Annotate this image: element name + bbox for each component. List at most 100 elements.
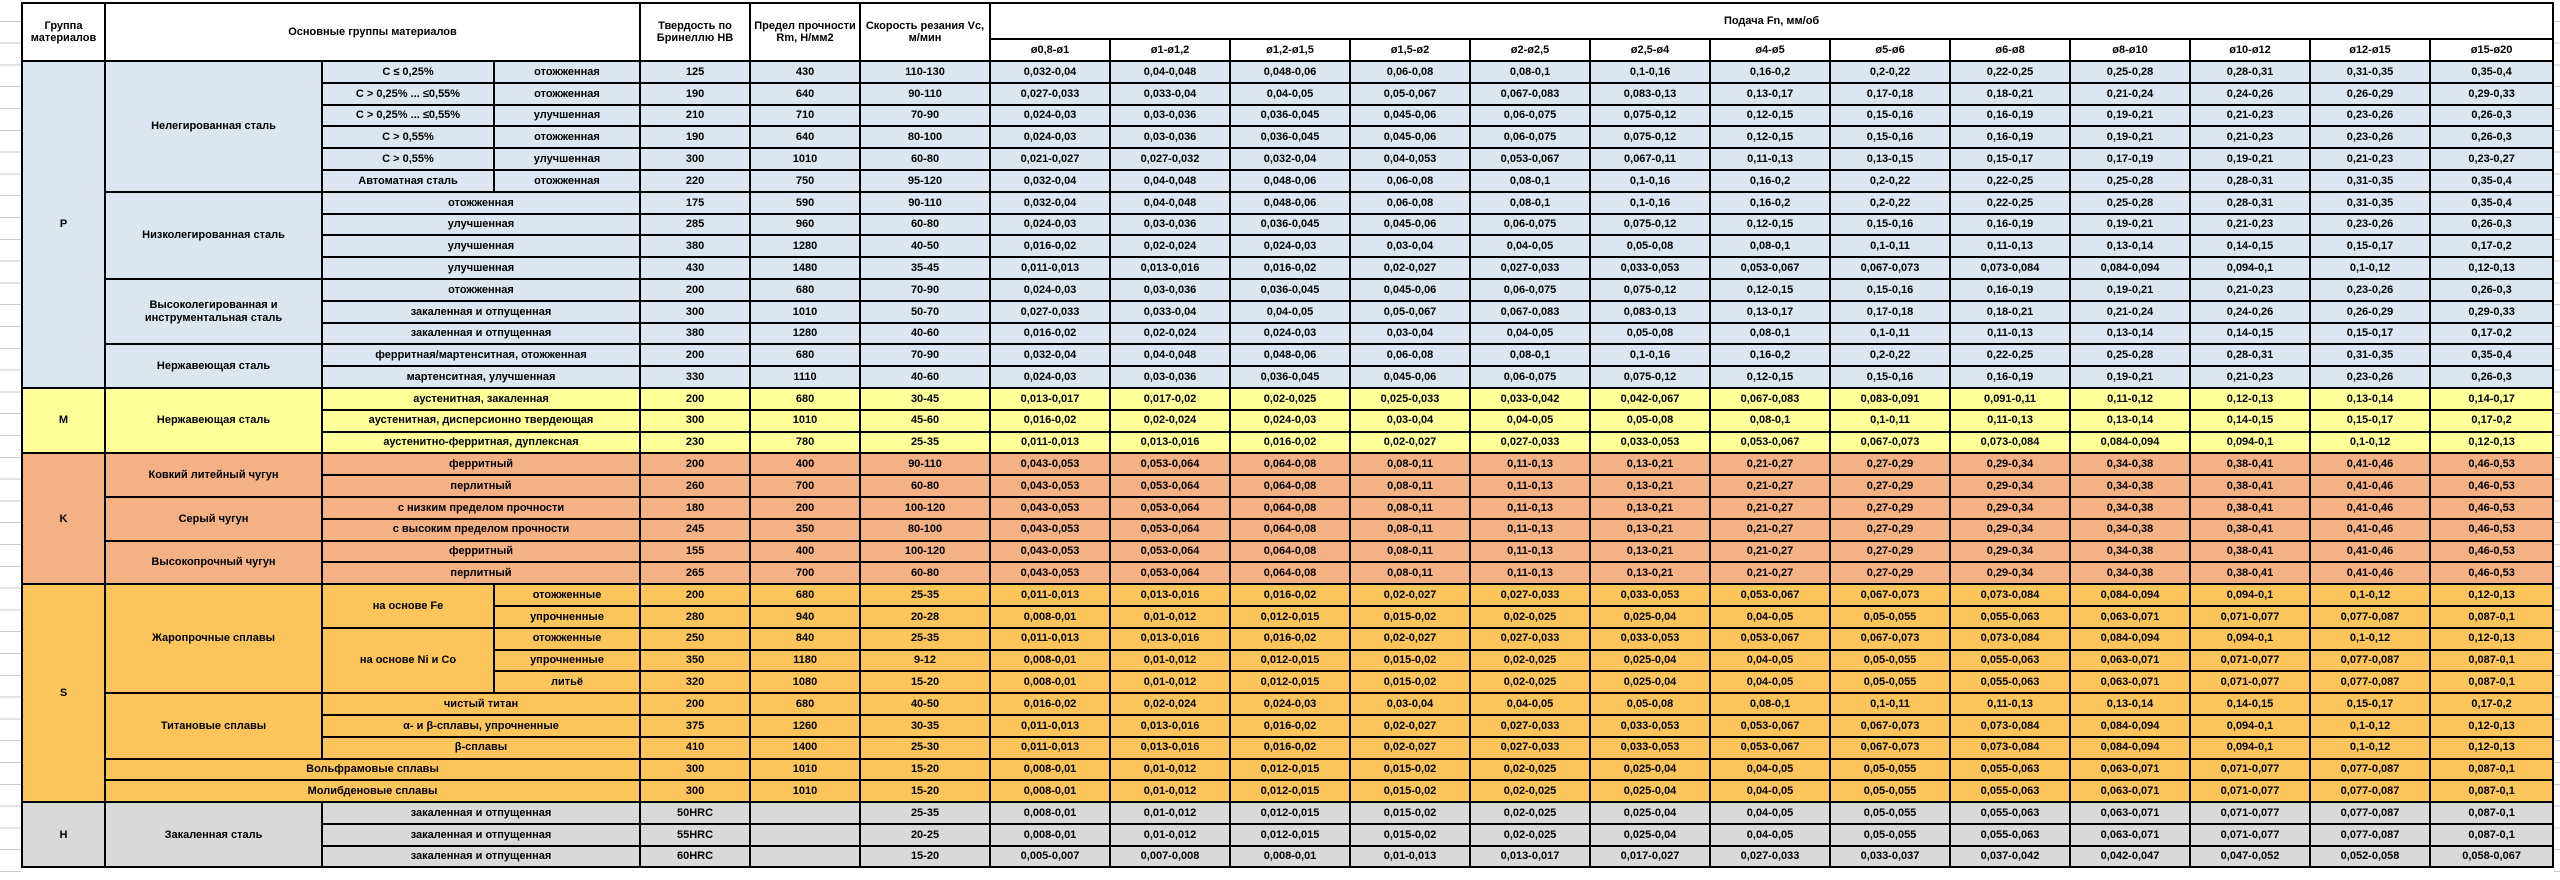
feed-cell: 0,08-0,1 bbox=[1709, 408, 1832, 433]
feed-cell: 0,011-0,013 bbox=[989, 735, 1112, 760]
feed-cell: 0,1-0,16 bbox=[1589, 168, 1712, 193]
feed-cell: 0,053-0,067 bbox=[1709, 430, 1832, 455]
feed-cell: 0,073-0,084 bbox=[1949, 430, 2072, 455]
feed-cell: 0,2-0,22 bbox=[1829, 168, 1952, 193]
feed-cell: 0,11-0,13 bbox=[1709, 147, 1832, 171]
feed-cell: 0,1-0,12 bbox=[2309, 583, 2432, 607]
feed-cell: 0,06-0,08 bbox=[1349, 168, 1472, 193]
feed-cell: 0,28-0,31 bbox=[2189, 190, 2312, 215]
speed-cell: 30-45 bbox=[859, 386, 992, 411]
feed-cell: 0,017-0,02 bbox=[1109, 386, 1232, 411]
feed-cell: 0,012-0,015 bbox=[1229, 822, 1352, 847]
feed-cell: 0,033-0,053 bbox=[1589, 735, 1712, 760]
table-row: аустенитно-ферритная, дуплексная 230 780 25… bbox=[22, 430, 2555, 455]
feed-cell: 0,28-0,31 bbox=[2189, 343, 2312, 368]
feed-cell: 0,02-0,025 bbox=[1469, 648, 1592, 673]
speed-cell: 60-80 bbox=[859, 147, 992, 171]
feed-cell: 0,26-0,3 bbox=[2429, 103, 2555, 128]
feed-cell: 0,075-0,12 bbox=[1589, 125, 1712, 150]
feed-cell: 0,073-0,084 bbox=[1949, 626, 2072, 651]
feed-cell: 0,087-0,1 bbox=[2429, 779, 2555, 804]
feed-cell: 0,11-0,13 bbox=[1469, 452, 1592, 477]
feed-cell: 0,04-0,053 bbox=[1349, 147, 1472, 171]
hardness-cell: 330 bbox=[639, 365, 752, 389]
strength-cell: 1010 bbox=[749, 147, 862, 171]
feed-cell: 0,063-0,071 bbox=[2069, 822, 2192, 847]
feed-cell: 0,46-0,53 bbox=[2429, 452, 2555, 477]
feed-cell: 0,055-0,063 bbox=[1949, 801, 2072, 825]
feed-cell: 0,036-0,045 bbox=[1229, 125, 1352, 150]
feed-cell: 0,38-0,41 bbox=[2189, 474, 2312, 498]
feed-cell: 0,01-0,012 bbox=[1109, 670, 1232, 695]
feed-cell: 0,055-0,063 bbox=[1949, 779, 2072, 804]
feed-cell: 0,08-0,11 bbox=[1349, 452, 1472, 477]
feed-cell: 0,077-0,087 bbox=[2309, 604, 2432, 629]
feed-cell: 0,04-0,05 bbox=[1469, 692, 1592, 716]
feed-cell: 0,11-0,13 bbox=[1469, 517, 1592, 542]
feed-cell: 0,03-0,036 bbox=[1109, 125, 1232, 150]
diameter-header-row: ø0,8-ø1 ø1-ø1,2 ø1,2-ø1,5 ø1,5-ø2 ø2-ø2,5 ø2,… bbox=[22, 38, 2555, 62]
strength-cell: 680 bbox=[749, 386, 862, 411]
feed-cell: 0,29-0,33 bbox=[2429, 81, 2555, 106]
feed-cell: 0,04-0,048 bbox=[1109, 60, 1232, 84]
feed-cell: 0,17-0,2 bbox=[2429, 408, 2555, 433]
table-row: аустенитная, дисперсионно твердеющая 300 1… bbox=[22, 408, 2555, 433]
hardness-cell: 175 bbox=[639, 190, 752, 215]
table-row: мартенситная, улучшенная 330 1110 40-60 0,02… bbox=[22, 365, 2555, 389]
feed-cell: 0,083-0,091 bbox=[1829, 386, 1952, 411]
feed-cell: 0,084-0,094 bbox=[2069, 256, 2192, 280]
feed-cell: 0,016-0,02 bbox=[989, 321, 1112, 346]
condition-b: отожженные bbox=[492, 583, 642, 607]
feed-cell: 0,31-0,35 bbox=[2309, 190, 2432, 215]
feed-cell: 0,008-0,01 bbox=[989, 822, 1112, 847]
feed-cell: 0,033-0,04 bbox=[1109, 299, 1232, 324]
feed-cell: 0,053-0,064 bbox=[1109, 495, 1232, 520]
feed-cell: 0,012-0,015 bbox=[1229, 801, 1352, 825]
feed-cell: 0,11-0,13 bbox=[1949, 321, 2072, 346]
feed-cell: 0,01-0,012 bbox=[1109, 822, 1232, 847]
hardness-cell: 180 bbox=[639, 495, 752, 520]
hardness-cell: 300 bbox=[639, 779, 752, 804]
material-name: Серый чугун bbox=[104, 495, 323, 542]
feed-cell: 0,01-0,012 bbox=[1109, 648, 1232, 673]
feed-cell: 0,008-0,01 bbox=[989, 801, 1112, 825]
feed-cell: 0,05-0,055 bbox=[1829, 757, 1952, 782]
diameter-header: ø0,8-ø1 bbox=[989, 38, 1112, 62]
feed-cell: 0,087-0,1 bbox=[2429, 801, 2555, 825]
table-row: Высокопрочный чугун ферритный 155 400 100-12… bbox=[22, 539, 2555, 586]
feed-cell: 0,35-0,4 bbox=[2429, 190, 2555, 215]
material-name: Вольфрамовые сплавы bbox=[103, 757, 642, 782]
feed-cell: 0,071-0,077 bbox=[2189, 604, 2312, 629]
feed-cell: 0,045-0,06 bbox=[1349, 277, 1472, 302]
feed-cell: 0,063-0,071 bbox=[2069, 801, 2192, 825]
feed-cell: 0,025-0,04 bbox=[1589, 801, 1712, 825]
feed-cell: 0,05-0,08 bbox=[1589, 408, 1712, 433]
strength-cell: 840 bbox=[749, 626, 862, 651]
feed-cell: 0,17-0,19 bbox=[2069, 147, 2192, 171]
feed-cell: 0,008-0,01 bbox=[989, 779, 1112, 804]
feed-cell: 0,15-0,17 bbox=[2309, 234, 2432, 259]
hardness-cell: 320 bbox=[639, 670, 752, 695]
feed-cell: 0,084-0,094 bbox=[2069, 626, 2192, 651]
feed-cell: 0,13-0,14 bbox=[2309, 386, 2432, 411]
feed-cell: 0,22-0,25 bbox=[1949, 60, 2072, 84]
feed-cell: 0,12-0,15 bbox=[1709, 103, 1832, 128]
diameter-header: ø1-ø1,2 bbox=[1109, 38, 1232, 62]
feed-cell: 0,067-0,073 bbox=[1829, 430, 1952, 455]
feed-cell: 0,043-0,053 bbox=[989, 495, 1112, 520]
feed-cell: 0,12-0,15 bbox=[1709, 212, 1832, 237]
feed-cell: 0,1-0,12 bbox=[2309, 735, 2432, 760]
feed-cell: 0,025-0,04 bbox=[1589, 648, 1712, 673]
table-row: закаленная и отпущенная 380 1280 40-60 0,016… bbox=[22, 321, 2555, 346]
feed-cell: 0,055-0,063 bbox=[1949, 670, 2072, 695]
feed-cell: 0,26-0,29 bbox=[2309, 299, 2432, 324]
feed-cell: 0,015-0,02 bbox=[1349, 779, 1472, 804]
feed-cell: 0,16-0,19 bbox=[1949, 277, 2072, 302]
feed-cell: 0,073-0,084 bbox=[1949, 583, 2072, 607]
feed-cell: 0,02-0,024 bbox=[1109, 692, 1232, 716]
condition-b: отожженная bbox=[492, 60, 642, 84]
feed-cell: 0,064-0,08 bbox=[1229, 452, 1352, 477]
feed-cell: 0,036-0,045 bbox=[1229, 277, 1352, 302]
feed-cell: 0,16-0,2 bbox=[1709, 343, 1832, 368]
feed-cell: 0,053-0,064 bbox=[1109, 517, 1232, 542]
